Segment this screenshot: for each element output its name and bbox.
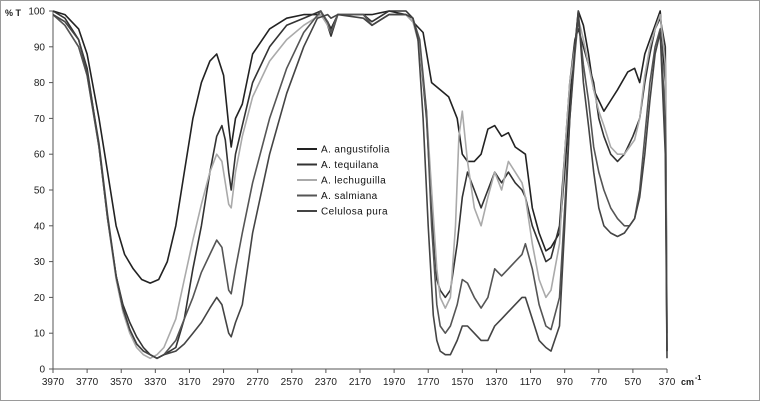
x-tick-label: 770 bbox=[590, 377, 607, 388]
legend: A. angustifolia A. tequilana A. lechuguill… bbox=[297, 145, 390, 218]
x-tick-label: 1570 bbox=[451, 377, 474, 388]
x-tick-label: 1770 bbox=[417, 377, 440, 388]
y-tick-label: 90 bbox=[34, 42, 46, 53]
legend-label: A. salmiana bbox=[321, 191, 378, 202]
x-tick-label: 970 bbox=[556, 377, 573, 388]
x-tick-label: 2970 bbox=[212, 377, 235, 388]
x-axis-label-exponent: -1 bbox=[695, 375, 701, 382]
legend-label: Celulosa pura bbox=[321, 207, 388, 218]
y-tick-label: 70 bbox=[34, 114, 46, 125]
y-tick-label: 0 bbox=[39, 365, 45, 376]
legend-label: A. angustifolia bbox=[321, 145, 390, 156]
x-tick-label: 2170 bbox=[349, 377, 372, 388]
x-tick-label: 1370 bbox=[485, 377, 508, 388]
x-tick-label: 3770 bbox=[76, 377, 99, 388]
x-tick-label: 3570 bbox=[110, 377, 133, 388]
x-tick-label: 3170 bbox=[178, 377, 201, 388]
x-tick-label: 2570 bbox=[281, 377, 304, 388]
legend-label: A. lechuguilla bbox=[321, 176, 386, 187]
y-tick-label: 100 bbox=[28, 7, 45, 18]
x-tick-label: 2770 bbox=[247, 377, 270, 388]
legend-label: A. tequilana bbox=[321, 160, 379, 171]
y-tick-label: 80 bbox=[34, 78, 46, 89]
x-tick-label: 2370 bbox=[315, 377, 338, 388]
y-tick-label: 10 bbox=[34, 329, 46, 340]
x-tick-label: 1170 bbox=[520, 377, 542, 388]
x-tick-label: 1970 bbox=[383, 377, 406, 388]
y-tick-label: 30 bbox=[34, 257, 46, 268]
y-tick-label: 60 bbox=[34, 150, 46, 161]
x-tick-label: 370 bbox=[659, 377, 676, 388]
y-tick-label: 20 bbox=[34, 293, 46, 304]
x-tick-label: 3970 bbox=[42, 377, 65, 388]
x-tick-label: 570 bbox=[625, 377, 642, 388]
x-tick-label: 3370 bbox=[144, 377, 167, 388]
y-tick-label: 40 bbox=[34, 221, 46, 232]
y-tick-label: 50 bbox=[34, 186, 46, 197]
x-axis-label: cm bbox=[681, 377, 694, 387]
y-axis-label: % T bbox=[5, 8, 22, 18]
